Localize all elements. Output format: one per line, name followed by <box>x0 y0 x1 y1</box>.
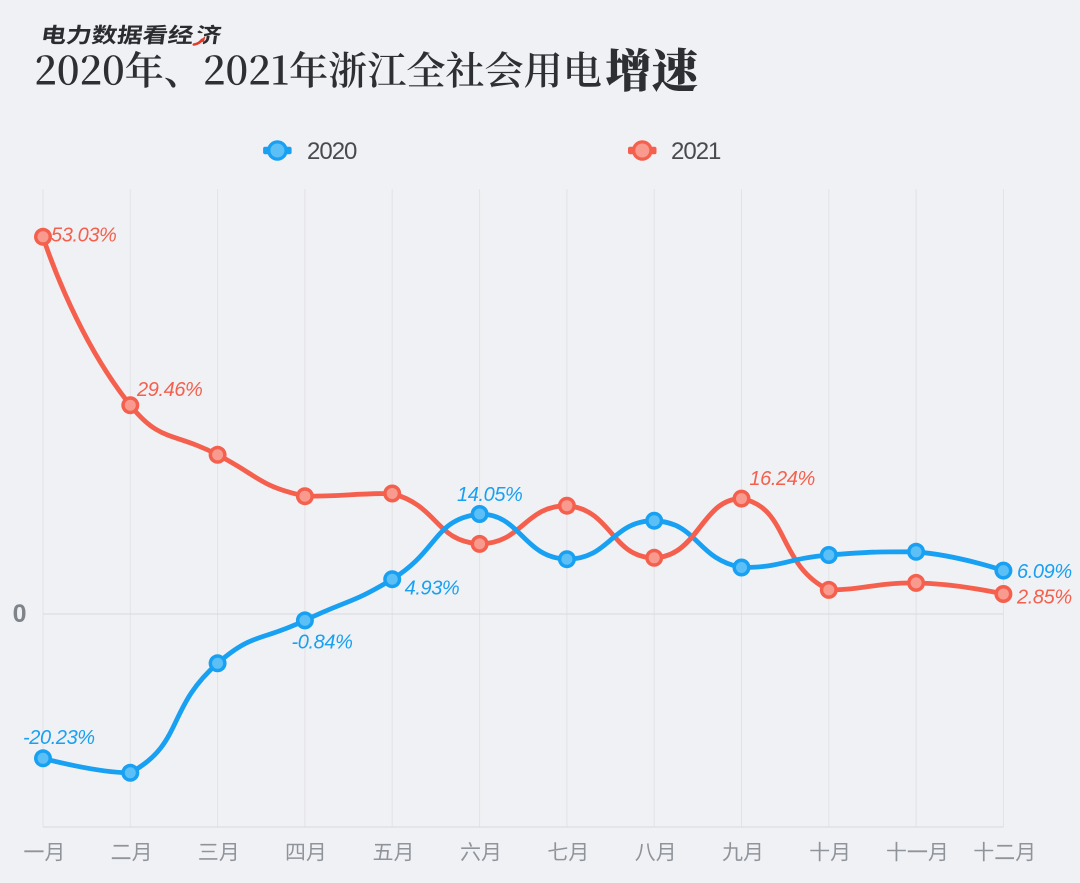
svg-text:-20.23%: -20.23% <box>23 727 95 749</box>
svg-text:2020: 2020 <box>307 138 357 165</box>
svg-text:6.09%: 6.09% <box>1017 561 1072 583</box>
svg-text:53.03%: 53.03% <box>51 225 116 247</box>
svg-text:2.85%: 2.85% <box>1016 587 1072 609</box>
svg-text:4.93%: 4.93% <box>405 578 460 600</box>
svg-text:29.46%: 29.46% <box>136 379 202 401</box>
svg-text:14.05%: 14.05% <box>457 484 522 506</box>
svg-text:16.24%: 16.24% <box>749 468 814 490</box>
svg-text:2021: 2021 <box>671 138 721 165</box>
svg-text:-0.84%: -0.84% <box>292 632 353 654</box>
svg-text:0: 0 <box>13 600 27 628</box>
